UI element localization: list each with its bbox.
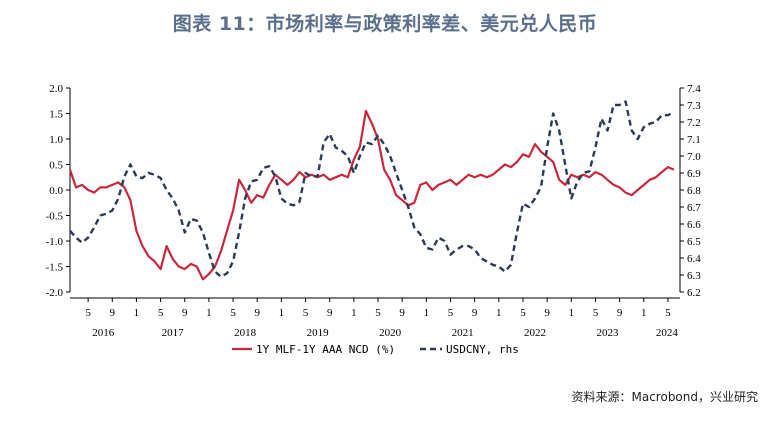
right-tick-label: 7.2 (687, 117, 701, 129)
right-tick-label: 6.9 (687, 168, 701, 180)
x-month-label: 1 (496, 307, 502, 319)
left-tick-label: -1.5 (46, 262, 64, 274)
x-month-label: 1 (569, 307, 575, 319)
legend-label-spread: 1Y MLF-1Y AAA NCD (%) (256, 343, 395, 356)
x-month-label: 9 (182, 307, 188, 319)
x-month-label: 5 (303, 307, 309, 319)
right-tick-label: 6.8 (687, 185, 701, 197)
x-month-label: 9 (544, 307, 550, 319)
x-month-label: 9 (472, 307, 478, 319)
axes (66, 87, 684, 302)
right-tick-label: 6.5 (687, 236, 701, 248)
x-month-label: 5 (85, 307, 91, 319)
x-month-label: 9 (110, 307, 116, 319)
x-month-label: 1 (351, 307, 357, 319)
right-tick-label: 6.4 (687, 253, 701, 265)
right-tick-label: 7.3 (687, 100, 701, 112)
x-month-label: 1 (279, 307, 285, 319)
x-month-label: 5 (158, 307, 164, 319)
left-tick-label: 0.5 (49, 160, 63, 172)
series-lines (68, 100, 675, 281)
series-line-spread (68, 109, 675, 281)
x-year-label: 2017 (162, 327, 185, 339)
right-tick-label: 7.1 (687, 134, 701, 146)
right-tick-label: 6.7 (687, 202, 701, 214)
legend-label-usdcny: USDCNY, rhs (446, 343, 519, 356)
x-year-label: 2019 (307, 327, 330, 339)
left-tick-label: 1.5 (49, 109, 63, 121)
x-year-label: 2016 (92, 327, 115, 339)
x-month-label: 5 (448, 307, 454, 319)
right-tick-label: 6.3 (687, 270, 701, 282)
x-year-label: 2022 (524, 327, 546, 339)
x-month-label: 1 (206, 307, 212, 319)
x-month-label: 5 (230, 307, 236, 319)
right-tick-label: 6.6 (687, 219, 701, 231)
x-month-label: 5 (520, 307, 526, 319)
x-month-label: 5 (593, 307, 599, 319)
x-month-label: 5 (375, 307, 381, 319)
source-note: 资料来源：Macrobond，兴业研究 (571, 390, 759, 404)
x-month-label: 5 (665, 307, 671, 319)
series-line-usdcny (69, 100, 675, 278)
x-year-label: 2020 (379, 327, 402, 339)
tick-labels: 2.0 1.5 1.0 0.5 0.0 -0.5 -1.0 -1.5 -2.0 7.4 7.3 7.2… (46, 83, 702, 339)
x-month-label: 9 (617, 307, 623, 319)
x-month-label: 1 (134, 307, 140, 319)
left-tick-label: 2.0 (49, 83, 63, 95)
x-month-label: 9 (327, 307, 333, 319)
right-tick-label: 7.0 (687, 151, 701, 163)
chart-title: 图表 11：市场利率与政策利率差、美元兑人民币 (172, 13, 598, 35)
right-tick-label: 7.4 (687, 83, 701, 95)
x-month-label: 1 (641, 307, 647, 319)
x-year-label: 2023 (597, 327, 620, 339)
left-tick-label: -0.5 (46, 211, 64, 223)
x-year-label: 2018 (234, 327, 257, 339)
x-year-label: 2024 (656, 327, 679, 339)
left-tick-label: 1.0 (49, 134, 63, 146)
x-month-label: 9 (399, 307, 405, 319)
x-month-label: 1 (424, 307, 430, 319)
x-month-label: 9 (254, 307, 260, 319)
x-year-label: 2021 (452, 327, 474, 339)
left-tick-label: -1.0 (46, 236, 64, 248)
left-tick-label: -2.0 (46, 287, 64, 299)
right-tick-label: 6.2 (687, 287, 701, 299)
left-tick-label: 0.0 (49, 185, 63, 197)
legend: 1Y MLF-1Y AAA NCD (%) USDCNY, rhs (232, 343, 519, 356)
